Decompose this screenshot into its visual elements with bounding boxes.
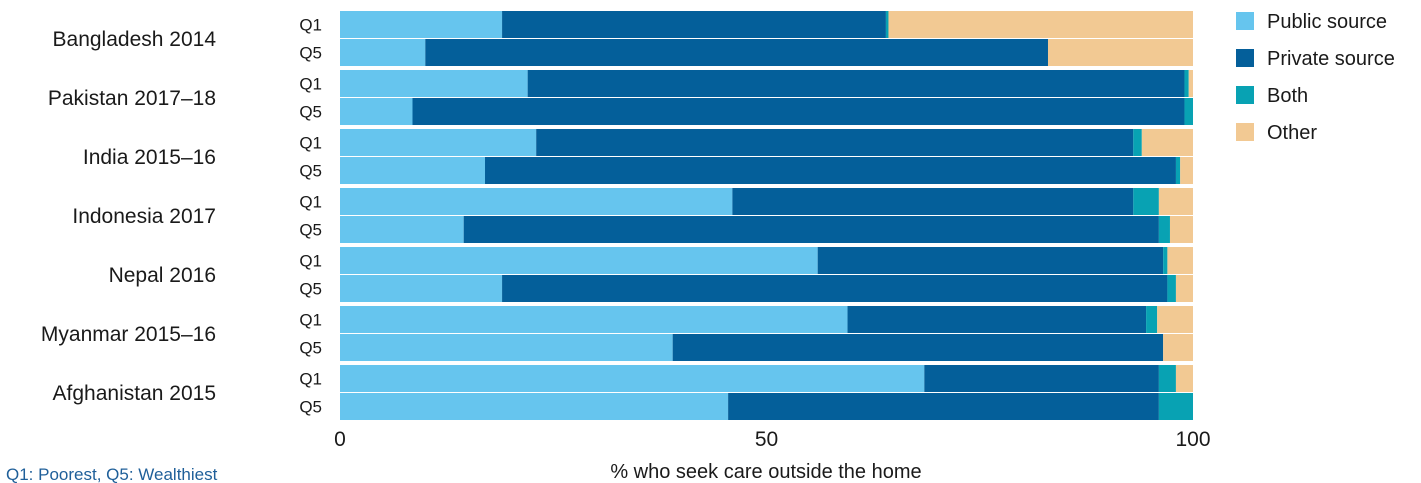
- bar-segment-public-source: [340, 157, 486, 184]
- quintile-label: Q5: [299, 221, 322, 240]
- quintile-label: Q5: [299, 339, 322, 358]
- bar-segment-private-source: [412, 98, 1185, 125]
- bar-segment-public-source: [340, 11, 503, 38]
- quintile-label: Q1: [299, 193, 322, 212]
- x-axis-title: % who seek care outside the home: [610, 461, 921, 483]
- bar-segment-other: [1175, 365, 1193, 392]
- bar-segment-other: [1188, 70, 1193, 97]
- bar-segment-private-source: [485, 157, 1176, 184]
- bar-segment-other: [1167, 247, 1193, 274]
- bar-segment-both: [1163, 247, 1168, 274]
- country-label: Myanmar 2015–16: [41, 323, 216, 346]
- bar-segment-private-source: [527, 70, 1185, 97]
- bar-segment-public-source: [340, 98, 413, 125]
- bar-segment-other: [888, 11, 1193, 38]
- x-tick-label: 0: [334, 428, 346, 451]
- quintile-label: Q5: [299, 162, 322, 181]
- country-label: Pakistan 2017–18: [48, 87, 216, 110]
- bar-segment-private-source: [817, 247, 1164, 274]
- bar-segment-private-source: [732, 188, 1134, 215]
- quintile-label: Q1: [299, 370, 322, 389]
- bar-segment-both: [1158, 216, 1170, 243]
- bar-segment-private-source: [924, 365, 1159, 392]
- bar-segment-both: [1175, 157, 1181, 184]
- quintile-label: Q1: [299, 311, 322, 330]
- footnote: Q1: Poorest, Q5: Wealthiest: [6, 465, 218, 483]
- bar-segment-other: [1169, 216, 1193, 243]
- bar-segment-public-source: [340, 306, 848, 333]
- country-label: Afghanistan 2015: [53, 382, 216, 405]
- bar-segment-private-source: [536, 129, 1134, 156]
- legend-swatch: [1236, 49, 1254, 67]
- bar-segment-both: [1167, 275, 1176, 302]
- bar-segment-public-source: [340, 334, 673, 361]
- country-label: Indonesia 2017: [72, 205, 216, 228]
- country-label: India 2015–16: [83, 146, 216, 169]
- legend-label: Private source: [1267, 48, 1395, 70]
- bar-segment-both: [1184, 70, 1189, 97]
- quintile-label: Q5: [299, 398, 322, 417]
- bar-segment-private-source: [502, 275, 1168, 302]
- bar-segment-both: [885, 11, 889, 38]
- bar-segment-other: [1180, 157, 1193, 184]
- bar-segment-private-source: [425, 39, 1048, 66]
- bar-segment-public-source: [340, 39, 426, 66]
- legend-label: Other: [1267, 122, 1317, 144]
- labels-layer: Bangladesh 2014 Q1 Q5 Pakistan 2017–18 Q1 Q5 I…: [41, 16, 322, 417]
- bar-segment-other: [1141, 129, 1193, 156]
- bar-segment-private-source: [672, 334, 1164, 361]
- legend-swatch: [1236, 12, 1254, 30]
- legend-swatch: [1236, 86, 1254, 104]
- bar-segment-public-source: [340, 393, 729, 420]
- legend-label: Both: [1267, 85, 1308, 107]
- quintile-label: Q5: [299, 280, 322, 299]
- quintile-label: Q1: [299, 252, 322, 271]
- bar-segment-private-source: [502, 11, 886, 38]
- bar-segment-public-source: [340, 129, 537, 156]
- legend-swatch: [1236, 123, 1254, 141]
- bar-segment-private-source: [847, 306, 1147, 333]
- bar-segment-other: [1175, 275, 1193, 302]
- x-tick-label: 100: [1175, 428, 1210, 451]
- bar-segment-both: [1184, 98, 1193, 125]
- bar-segment-private-source: [463, 216, 1159, 243]
- legend: Public source Private source Both Other: [1236, 11, 1395, 144]
- country-label: Nepal 2016: [109, 264, 216, 287]
- bar-segment-public-source: [340, 365, 925, 392]
- country-label: Bangladesh 2014: [53, 28, 217, 51]
- bar-segment-both: [1158, 365, 1176, 392]
- x-axis: 0 50 100: [334, 428, 1210, 451]
- quintile-label: Q5: [299, 44, 322, 63]
- bar-segment-both: [1158, 393, 1193, 420]
- bar-segment-other: [1047, 39, 1193, 66]
- quintile-label: Q1: [299, 16, 322, 35]
- bar-segment-both: [1133, 188, 1159, 215]
- quintile-label: Q1: [299, 75, 322, 94]
- bar-segment-public-source: [340, 188, 733, 215]
- quintile-label: Q5: [299, 103, 322, 122]
- bar-segment-public-source: [340, 70, 528, 97]
- bar-segment-public-source: [340, 247, 818, 274]
- bar-segment-other: [1163, 334, 1193, 361]
- bar-segment-both: [1133, 129, 1142, 156]
- bar-segment-public-source: [340, 275, 503, 302]
- x-tick-label: 50: [755, 428, 778, 451]
- bar-segment-private-source: [728, 393, 1159, 420]
- quintile-label: Q1: [299, 134, 322, 153]
- bar-segment-both: [1146, 306, 1158, 333]
- bar-segment-public-source: [340, 216, 464, 243]
- legend-label: Public source: [1267, 11, 1387, 33]
- bar-segment-other: [1158, 188, 1193, 215]
- bars-layer: [340, 11, 1193, 420]
- bar-segment-other: [1157, 306, 1193, 333]
